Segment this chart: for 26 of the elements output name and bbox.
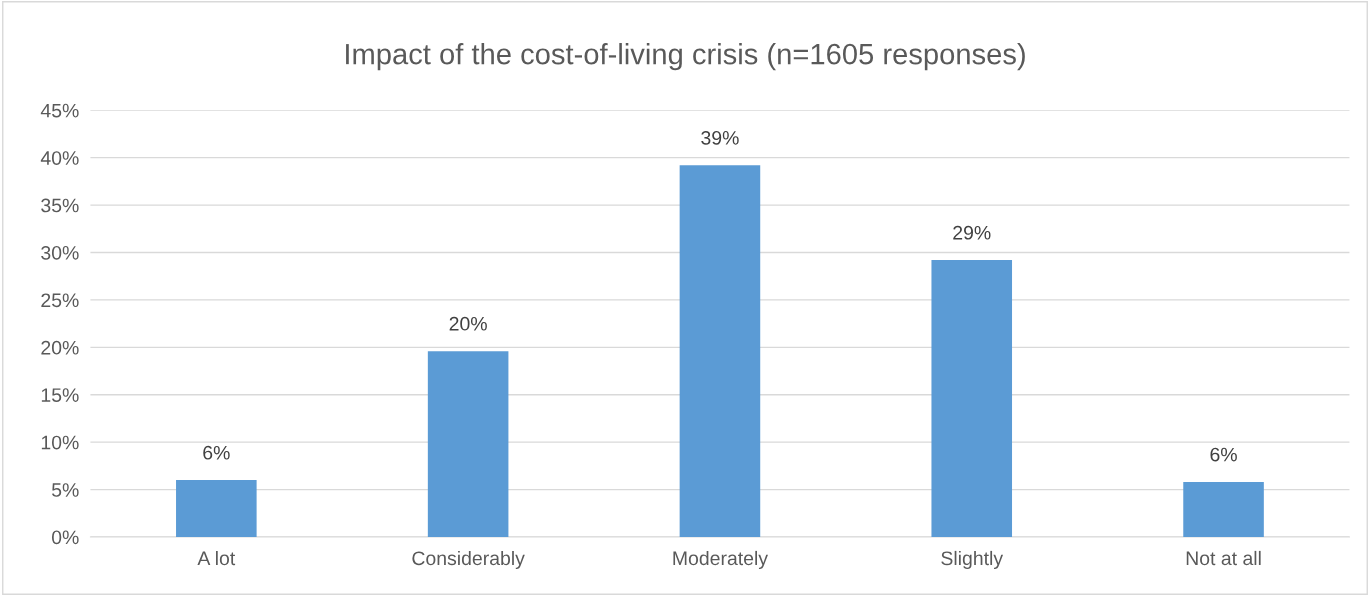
- data-label: 6%: [203, 445, 230, 460]
- y-tick-label: 15%: [41, 388, 79, 402]
- x-tick-label: Moderately: [673, 550, 768, 570]
- y-tick-label: 5%: [51, 483, 79, 497]
- bar: [176, 480, 257, 537]
- bar: [679, 165, 761, 537]
- bar: [427, 351, 509, 537]
- x-tick-label: A lot: [197, 550, 236, 566]
- y-tick-label: 35%: [41, 198, 79, 213]
- bar: [931, 260, 1013, 537]
- y-tick-label: 30%: [41, 245, 79, 260]
- x-tick-label: Slightly: [941, 550, 1004, 570]
- bar: [1183, 481, 1264, 537]
- data-label: 20%: [449, 316, 487, 331]
- y-tick-label: 0%: [51, 530, 79, 545]
- y-tick-label: 25%: [41, 293, 79, 308]
- x-tick-label: Not at all: [1186, 550, 1261, 566]
- y-tick-label: 20%: [41, 340, 79, 355]
- x-tick-label: Considerably: [412, 550, 525, 570]
- y-tick-label: 10%: [41, 435, 79, 450]
- data-label: 29%: [953, 225, 991, 240]
- y-tick-label: 45%: [40, 103, 79, 118]
- y-tick-label: 40%: [40, 151, 79, 165]
- data-label: 6%: [1210, 447, 1237, 462]
- data-label: 39%: [701, 130, 739, 145]
- chart-title: Impact of the cost-of-living crisis (n=1605 responses): [346, 43, 1025, 71]
